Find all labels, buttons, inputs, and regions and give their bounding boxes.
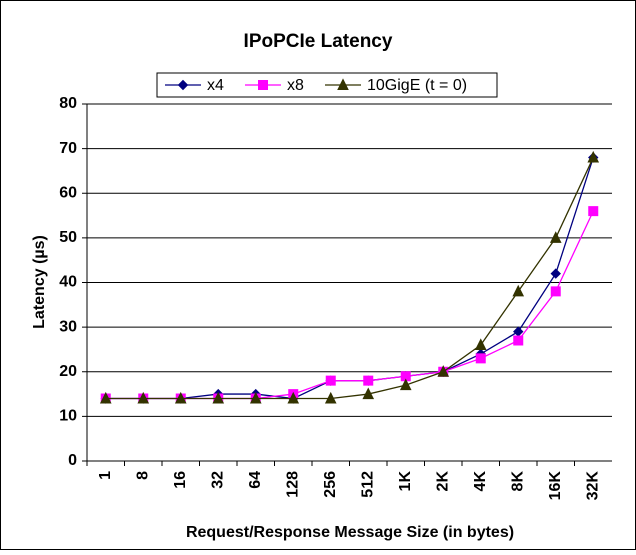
x-tick-label: 64 [247,471,264,489]
x-axis-label: Request/Response Message Size (in bytes) [186,524,514,541]
x-tick-label: 8 [134,471,151,480]
data-point [513,335,524,346]
legend-marker [177,79,189,91]
x-tick-label: 16K [547,471,564,501]
x-tick-label: 2K [434,471,451,492]
legend-label: x8 [287,77,304,94]
x-tick-label: 16 [172,471,189,489]
data-point [475,353,486,364]
data-point [549,231,562,243]
y-tick-label: 80 [59,95,77,112]
data-point [287,391,300,404]
y-tick-label: 10 [59,408,77,425]
data-point [212,391,225,404]
series-line [105,157,594,400]
data-point [325,375,336,386]
data-point [249,391,262,404]
x-tick-label: 8K [509,471,526,492]
data-point [399,378,412,391]
data-point [474,338,487,350]
y-tick-label: 70 [59,140,77,157]
y-tick-label: 60 [59,184,77,201]
x-tick-label: 1 [97,471,114,480]
data-point [362,387,375,400]
x-tick-label: 256 [322,471,339,498]
data-point [174,391,187,404]
legend-marker [337,78,349,90]
y-tick-label: 30 [59,318,77,335]
x-tick-label: 128 [284,471,301,498]
data-point [137,391,150,404]
data-point [587,150,600,163]
legend-marker [258,80,268,90]
chart-title: IPoPCIe Latency [244,31,393,52]
data-point [363,375,374,386]
y-axis-label: Latency (µs) [31,235,48,329]
data-point [512,284,525,297]
data-point [588,206,599,217]
data-point [99,391,112,404]
data-point [324,391,337,404]
data-point [437,365,450,377]
x-tick-label: 1K [397,471,414,492]
legend-label: x4 [207,77,224,94]
x-tick-label: 4K [472,471,489,492]
y-tick-label: 20 [59,363,77,380]
y-tick-label: 40 [59,274,77,291]
data-point [550,268,561,279]
x-tick-label: 32 [209,471,226,489]
y-tick-label: 0 [68,452,77,469]
x-tick-label: 512 [359,471,376,498]
x-tick-label: 32K [584,471,601,501]
y-tick-label: 50 [59,229,77,246]
data-point [400,371,411,382]
data-point [550,286,561,297]
legend-label: 10GigE (t = 0) [367,77,467,94]
